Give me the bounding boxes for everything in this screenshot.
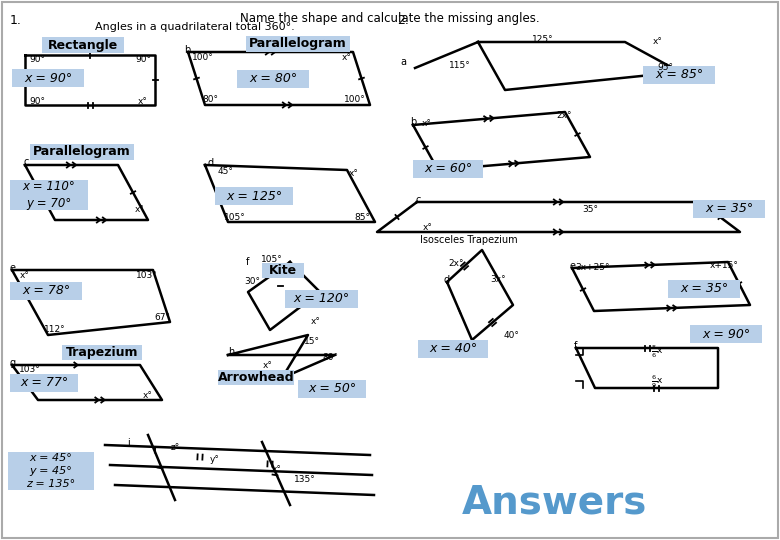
Text: x°: x° (311, 318, 321, 327)
Text: 103°: 103° (20, 364, 41, 374)
Text: 112°: 112° (44, 326, 66, 334)
Text: c: c (415, 195, 420, 205)
Text: $\frac{8}{6}$x: $\frac{8}{6}$x (651, 343, 663, 360)
FancyBboxPatch shape (690, 325, 762, 343)
Text: x = 60°: x = 60° (424, 163, 472, 176)
Text: f: f (246, 257, 250, 267)
Text: Answers: Answers (463, 484, 647, 522)
Text: 40°: 40° (504, 330, 520, 340)
Text: x = 125°: x = 125° (226, 190, 282, 202)
Text: b: b (184, 45, 190, 55)
Text: z°: z° (170, 443, 179, 453)
FancyBboxPatch shape (30, 144, 134, 160)
Text: $\frac{6}{9}$x: $\frac{6}{9}$x (651, 374, 663, 390)
Text: x°: x° (653, 37, 663, 46)
Text: 103°: 103° (136, 272, 158, 280)
FancyBboxPatch shape (8, 452, 94, 490)
Text: x = 78°: x = 78° (22, 285, 70, 298)
FancyBboxPatch shape (643, 66, 715, 84)
Text: 105°: 105° (261, 255, 283, 265)
Text: x = 77°: x = 77° (20, 376, 68, 389)
FancyBboxPatch shape (215, 187, 293, 205)
Text: x°: x° (263, 361, 273, 370)
Text: h: h (228, 347, 234, 357)
Text: 67°: 67° (154, 314, 170, 322)
Text: 2x°: 2x° (556, 111, 572, 119)
Text: x = 90°: x = 90° (702, 327, 750, 341)
Text: e: e (10, 263, 16, 273)
FancyBboxPatch shape (668, 280, 740, 298)
Text: x = 110°
y = 70°: x = 110° y = 70° (23, 180, 76, 210)
Text: 1.: 1. (10, 14, 22, 26)
Text: 90°: 90° (29, 55, 45, 64)
Text: 100°: 100° (192, 52, 214, 62)
Text: Rectangle: Rectangle (48, 38, 118, 51)
Text: 3x°: 3x° (490, 275, 505, 285)
FancyBboxPatch shape (418, 340, 488, 358)
Text: 2x°: 2x° (448, 260, 464, 268)
Text: x = 40°: x = 40° (429, 342, 477, 355)
Text: x°: x° (422, 119, 432, 129)
FancyBboxPatch shape (693, 200, 765, 218)
Text: 2.: 2. (397, 14, 409, 26)
Text: x°: x° (20, 271, 30, 280)
Text: x°: x° (138, 97, 148, 105)
Text: x°: x° (135, 206, 145, 214)
Text: Arrowhead: Arrowhead (218, 371, 294, 384)
FancyBboxPatch shape (413, 160, 483, 178)
FancyBboxPatch shape (10, 282, 82, 300)
FancyBboxPatch shape (10, 180, 88, 210)
Text: Isosceles Trapezium: Isosceles Trapezium (420, 235, 518, 245)
Text: g: g (10, 358, 16, 368)
Text: x°: x° (342, 52, 352, 62)
Text: x = 90°: x = 90° (24, 71, 72, 84)
Text: 115°: 115° (449, 62, 471, 71)
Text: x = 45°
y = 45°
z = 135°: x = 45° y = 45° z = 135° (27, 453, 76, 489)
Text: x°: x° (423, 224, 433, 233)
FancyBboxPatch shape (262, 263, 304, 278)
Text: x = 35°: x = 35° (680, 282, 728, 295)
Text: x = 80°: x = 80° (249, 72, 297, 85)
Text: Parallelogram: Parallelogram (249, 37, 347, 51)
Text: 90°: 90° (29, 97, 45, 105)
Text: Name the shape and calculate the missing angles.: Name the shape and calculate the missing… (240, 12, 540, 25)
FancyBboxPatch shape (237, 70, 309, 88)
Text: x = 120°: x = 120° (293, 293, 349, 306)
Text: 45°: 45° (217, 166, 233, 176)
Text: 80°: 80° (322, 353, 338, 361)
FancyBboxPatch shape (285, 290, 358, 308)
Text: 95°: 95° (657, 64, 673, 72)
Text: Trapezium: Trapezium (66, 346, 138, 359)
FancyBboxPatch shape (42, 37, 124, 53)
FancyBboxPatch shape (246, 36, 350, 52)
Text: e: e (570, 261, 576, 271)
FancyBboxPatch shape (12, 69, 84, 87)
Text: 35°: 35° (582, 206, 598, 214)
Text: i: i (127, 438, 129, 448)
Text: d: d (444, 275, 450, 285)
Text: x°: x° (349, 170, 359, 179)
Text: b: b (410, 117, 417, 127)
Text: 30°: 30° (244, 278, 260, 287)
Text: 15°: 15° (304, 338, 320, 347)
FancyBboxPatch shape (298, 380, 366, 398)
Text: 105°: 105° (224, 213, 246, 221)
Text: 3x+25°: 3x+25° (576, 264, 610, 273)
Text: x°: x° (272, 465, 282, 475)
Text: 135°: 135° (294, 476, 316, 484)
Text: Kite: Kite (269, 264, 297, 277)
Text: 85°: 85° (354, 213, 370, 222)
Text: x°: x° (143, 390, 153, 400)
Text: 80°: 80° (202, 96, 218, 105)
Text: f: f (574, 341, 577, 351)
Text: x = 85°: x = 85° (655, 69, 703, 82)
FancyBboxPatch shape (218, 370, 294, 385)
Text: y°: y° (210, 456, 220, 464)
Text: 125°: 125° (532, 36, 554, 44)
Text: 100°: 100° (344, 96, 366, 105)
Text: 90°: 90° (135, 55, 151, 64)
Text: Angles in a quadrilateral total 360°.: Angles in a quadrilateral total 360°. (95, 22, 295, 32)
FancyBboxPatch shape (62, 345, 142, 360)
Text: c: c (23, 157, 28, 167)
